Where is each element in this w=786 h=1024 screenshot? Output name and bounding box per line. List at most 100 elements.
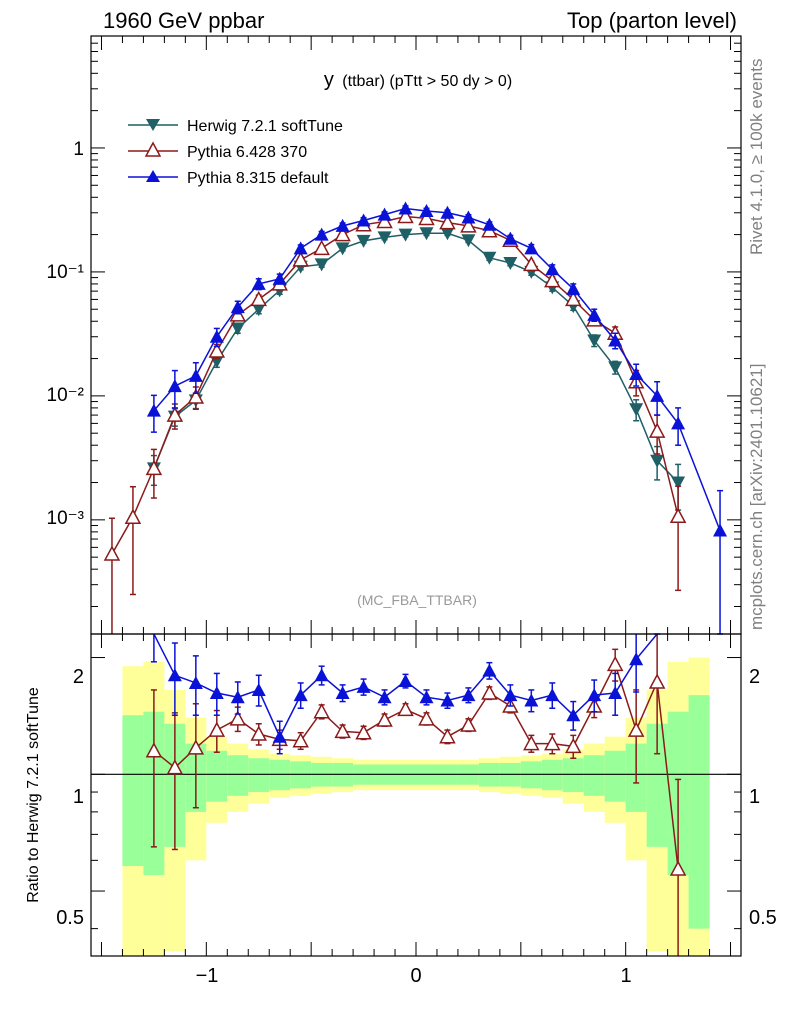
ratio-ticks (91, 634, 741, 956)
ratio-py6-marker-7 (250, 725, 267, 741)
ratio-band-inner-21 (541, 759, 563, 791)
main-py8-marker-16 (440, 205, 455, 219)
ratio-py8-marker-16 (440, 693, 455, 707)
main-title: y (ttbar) (pTtt > 50 dy > 0) (324, 69, 512, 91)
main-py8-marker-7 (251, 276, 266, 290)
xtick-label-1: 1 (620, 965, 631, 987)
main-py8-marker-18 (482, 217, 497, 231)
main-py8-marker-2 (146, 403, 161, 417)
ratio-py6-marker-17 (460, 716, 477, 732)
ratio-py8-marker-9 (293, 688, 308, 702)
main-ticks (91, 35, 741, 634)
ratio-ytick-label-0.5: 0.5 (56, 907, 84, 929)
ytick-label-0.001: 10⁻³ (47, 508, 85, 529)
main-title-main: y (324, 69, 334, 91)
ratio-py8-marker-5 (209, 686, 224, 700)
main-py8-marker-29 (713, 523, 728, 537)
legend-marker-herwig (146, 119, 160, 131)
main-py6-marker-2 (145, 459, 163, 476)
ratio-py8-marker-23 (587, 688, 602, 702)
main-py6-marker-15 (418, 209, 435, 226)
main-herwig-marker-14 (398, 228, 413, 242)
main-py6-marker-10 (313, 239, 330, 256)
main-py6-marker-26 (648, 422, 666, 438)
main-py6-marker-0 (103, 545, 121, 561)
main-py8-marker-8 (272, 271, 287, 285)
main-herwig-marker-15 (419, 227, 434, 241)
ratio-py6-marker-22 (565, 737, 582, 754)
ratio-py6-marker-15 (418, 710, 435, 726)
main-py8-marker-27 (671, 416, 686, 430)
ratio-py8-marker-17 (461, 688, 476, 702)
legend-entry-herwig: Herwig 7.2.1 softTune (128, 118, 343, 135)
ratio-py6-marker-6 (229, 710, 247, 726)
ratio-py6-marker-9 (292, 732, 309, 748)
ratio-py6-marker-21 (544, 734, 561, 751)
main-py8-marker-5 (209, 329, 224, 343)
main-py6-marker-5 (208, 342, 226, 358)
legend-label-py6: Pythia 6.428 370 (187, 144, 307, 161)
ratio-marks (91, 633, 741, 956)
main-herwig-marker-11 (335, 242, 350, 256)
header-left-label: 1960 GeV ppbar (103, 8, 264, 33)
ratio-py6-marker-16 (439, 728, 456, 744)
ratio-py8-marker-24 (608, 686, 623, 700)
legend-label-py8: Pythia 8.315 default (187, 170, 329, 187)
main-herwig-marker-19 (503, 257, 518, 271)
ratio-py8-marker-3 (167, 668, 182, 682)
main-py6-marker-4 (187, 388, 205, 404)
main-py6-marker-22 (565, 290, 582, 307)
ratio-py6-marker-2 (145, 742, 163, 758)
watermark: (MC_FBA_TTBAR) (357, 592, 477, 608)
ratio-py8-marker-13 (377, 690, 392, 704)
main-py6-marker-14 (397, 207, 414, 224)
main-herwig-marker-10 (314, 258, 329, 272)
main-py6-marker-16 (439, 214, 456, 230)
ratio-ytick-label-2-right: 2 (749, 666, 760, 688)
main-py8-marker-4 (188, 368, 203, 382)
ytick-label-0.01: 10⁻² (47, 385, 85, 406)
ratio-py6-marker-11 (334, 722, 351, 739)
xtick-label-0: 0 (410, 965, 421, 987)
main-py6-line (111, 215, 679, 555)
main-py8-marker-26 (650, 388, 665, 402)
main-herwig-marker-25 (629, 403, 644, 417)
ratio-py8-marker-25 (629, 652, 644, 666)
ytick-label-0.1: 10⁻¹ (47, 262, 85, 283)
ratio-py8-marker-19 (503, 688, 518, 702)
main-py8-marker-25 (629, 367, 644, 381)
ratio-py8-marker-10 (314, 668, 329, 682)
main-py8-marker-6 (230, 300, 245, 314)
ratio-py6-marker-26 (648, 673, 666, 689)
main-herwig-marker-17 (461, 234, 476, 248)
ratio-py8-marker-15 (419, 690, 434, 704)
main-py6-marker-9 (292, 251, 309, 267)
main-herwig-marker-6 (230, 322, 245, 336)
main-py8-marker-24 (608, 333, 623, 347)
header-right-label: Top (parton level) (567, 8, 737, 33)
ratio-py8-marker-12 (356, 679, 371, 693)
legend-label-herwig: Herwig 7.2.1 softTune (187, 118, 343, 135)
main-py8-marker-10 (314, 227, 329, 241)
main-py8-marker-17 (461, 210, 476, 224)
legend-marker-py8 (146, 170, 160, 182)
xtick-label-minus1: −1 (196, 965, 219, 987)
main-panel: y (ttbar) (pTtt > 50 dy > 0) (MC_FBA_TTB… (47, 35, 742, 635)
ratio-py6-marker-14 (397, 700, 414, 717)
main-py6-marker-11 (334, 226, 351, 242)
ratio-ylabel: Ratio to Herwig 7.2.1 softTune (25, 687, 42, 903)
main-py6-marker-3 (166, 406, 184, 422)
main-herwig-line (153, 232, 679, 484)
ratio-ytick-label-2: 2 (73, 666, 84, 688)
main-py8-marker-23 (587, 307, 602, 321)
main-title-sub: (ttbar) (pTtt > 50 dy > 0) (342, 73, 512, 90)
main-py8-marker-19 (503, 231, 518, 245)
main-herwig-marker-16 (440, 227, 455, 241)
main-py8-marker-22 (566, 281, 581, 295)
main-py6-marker-21 (544, 272, 561, 288)
main-py8-marker-9 (293, 241, 308, 255)
ratio-band-inner-5 (206, 750, 228, 802)
ratio-py8-marker-20 (524, 693, 539, 707)
ratio-band-inner-28 (688, 695, 710, 929)
ratio-py8-marker-8 (272, 729, 287, 743)
